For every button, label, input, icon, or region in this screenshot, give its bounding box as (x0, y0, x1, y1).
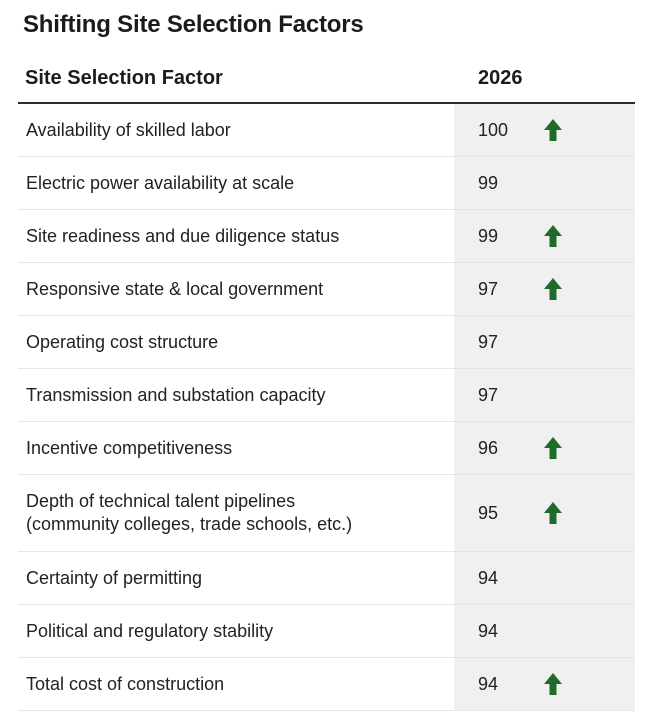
factor-label: Transmission and substation capacity (26, 384, 326, 405)
factor-label: Responsive state & local government (26, 278, 324, 299)
table-row: Electric power availability at scale 99 (18, 157, 635, 210)
table-row: Total cost of construction 94 (18, 658, 635, 711)
column-header-factor: Site Selection Factor (25, 67, 223, 89)
up-arrow-icon (543, 672, 563, 696)
table-body: Availability of skilled labor 100 Electric… (18, 104, 635, 711)
up-arrow-icon (543, 224, 563, 248)
factor-label: Electric power availability at scale (26, 172, 295, 193)
score-cell (454, 605, 635, 657)
score-cell (454, 369, 635, 421)
column-header-year: 2026 (478, 67, 523, 89)
score-value: 95 (478, 502, 499, 523)
table-row: Depth of technical talent pipelines (com… (18, 475, 635, 552)
score-value: 94 (478, 567, 499, 588)
site-selection-table: Site Selection Factor 2026 Availability … (18, 56, 635, 711)
factor-label: Site readiness and due diligence status (26, 225, 340, 246)
up-arrow-icon (543, 436, 563, 460)
table-row: Site readiness and due diligence status 9… (18, 210, 635, 263)
up-arrow-icon (543, 277, 563, 301)
table-row: Political and regulatory stability 94 (18, 605, 635, 658)
table-row: Transmission and substation capacity 97 (18, 369, 635, 422)
factor-label: Total cost of construction (26, 673, 225, 694)
score-value: 97 (478, 331, 499, 352)
score-value: 94 (478, 620, 499, 641)
score-value: 99 (478, 225, 499, 246)
score-value: 100 (478, 119, 509, 140)
score-value: 94 (478, 673, 499, 694)
score-cell (454, 552, 635, 604)
table-row: Certainty of permitting 94 (18, 552, 635, 605)
table-row: Incentive competitiveness 96 (18, 422, 635, 475)
factor-label: Operating cost structure (26, 331, 219, 352)
score-value: 99 (478, 172, 499, 193)
table-row: Operating cost structure 97 (18, 316, 635, 369)
up-arrow-icon (543, 118, 563, 142)
factor-label: Depth of technical talent pipelines (com… (26, 491, 353, 534)
factor-label: Certainty of permitting (26, 567, 203, 588)
table-row: Responsive state & local government 97 (18, 263, 635, 316)
table-header: Site Selection Factor 2026 (18, 56, 635, 104)
table-row: Availability of skilled labor 100 (18, 104, 635, 157)
factor-label: Incentive competitiveness (26, 437, 233, 458)
score-value: 97 (478, 278, 499, 299)
score-value: 97 (478, 384, 499, 405)
score-value: 96 (478, 437, 499, 458)
up-arrow-icon (543, 501, 563, 525)
factor-label: Availability of skilled labor (26, 119, 231, 140)
chart-title: Shifting Site Selection Factors (23, 11, 364, 38)
score-cell (454, 316, 635, 368)
factor-label: Political and regulatory stability (26, 620, 274, 641)
score-cell (454, 157, 635, 209)
